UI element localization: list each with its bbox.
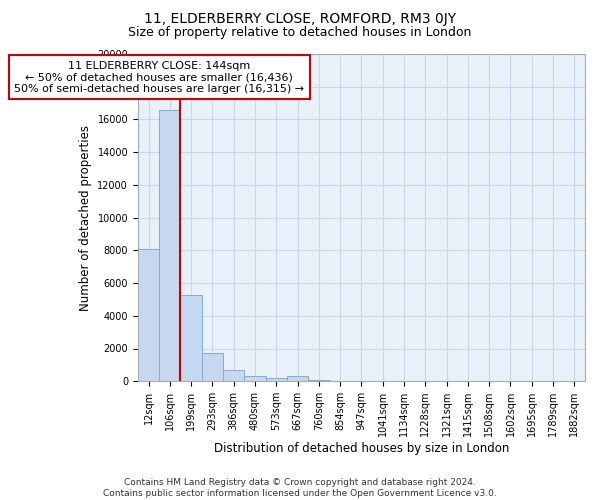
Bar	[138, 248, 159, 381]
Text: 11, ELDERBERRY CLOSE, ROMFORD, RM3 0JY: 11, ELDERBERRY CLOSE, ROMFORD, RM3 0JY	[144, 12, 456, 26]
Bar	[244, 376, 266, 381]
Bar	[159, 110, 181, 381]
Bar	[223, 370, 244, 381]
Bar	[266, 378, 287, 381]
Bar	[308, 380, 329, 381]
Bar	[181, 294, 202, 381]
Text: Size of property relative to detached houses in London: Size of property relative to detached ho…	[128, 26, 472, 39]
X-axis label: Distribution of detached houses by size in London: Distribution of detached houses by size …	[214, 442, 509, 455]
Text: Contains HM Land Registry data © Crown copyright and database right 2024.
Contai: Contains HM Land Registry data © Crown c…	[103, 478, 497, 498]
Text: 11 ELDERBERRY CLOSE: 144sqm
← 50% of detached houses are smaller (16,436)
50% of: 11 ELDERBERRY CLOSE: 144sqm ← 50% of det…	[14, 60, 304, 94]
Bar	[202, 352, 223, 381]
Bar	[287, 376, 308, 381]
Y-axis label: Number of detached properties: Number of detached properties	[79, 124, 92, 310]
